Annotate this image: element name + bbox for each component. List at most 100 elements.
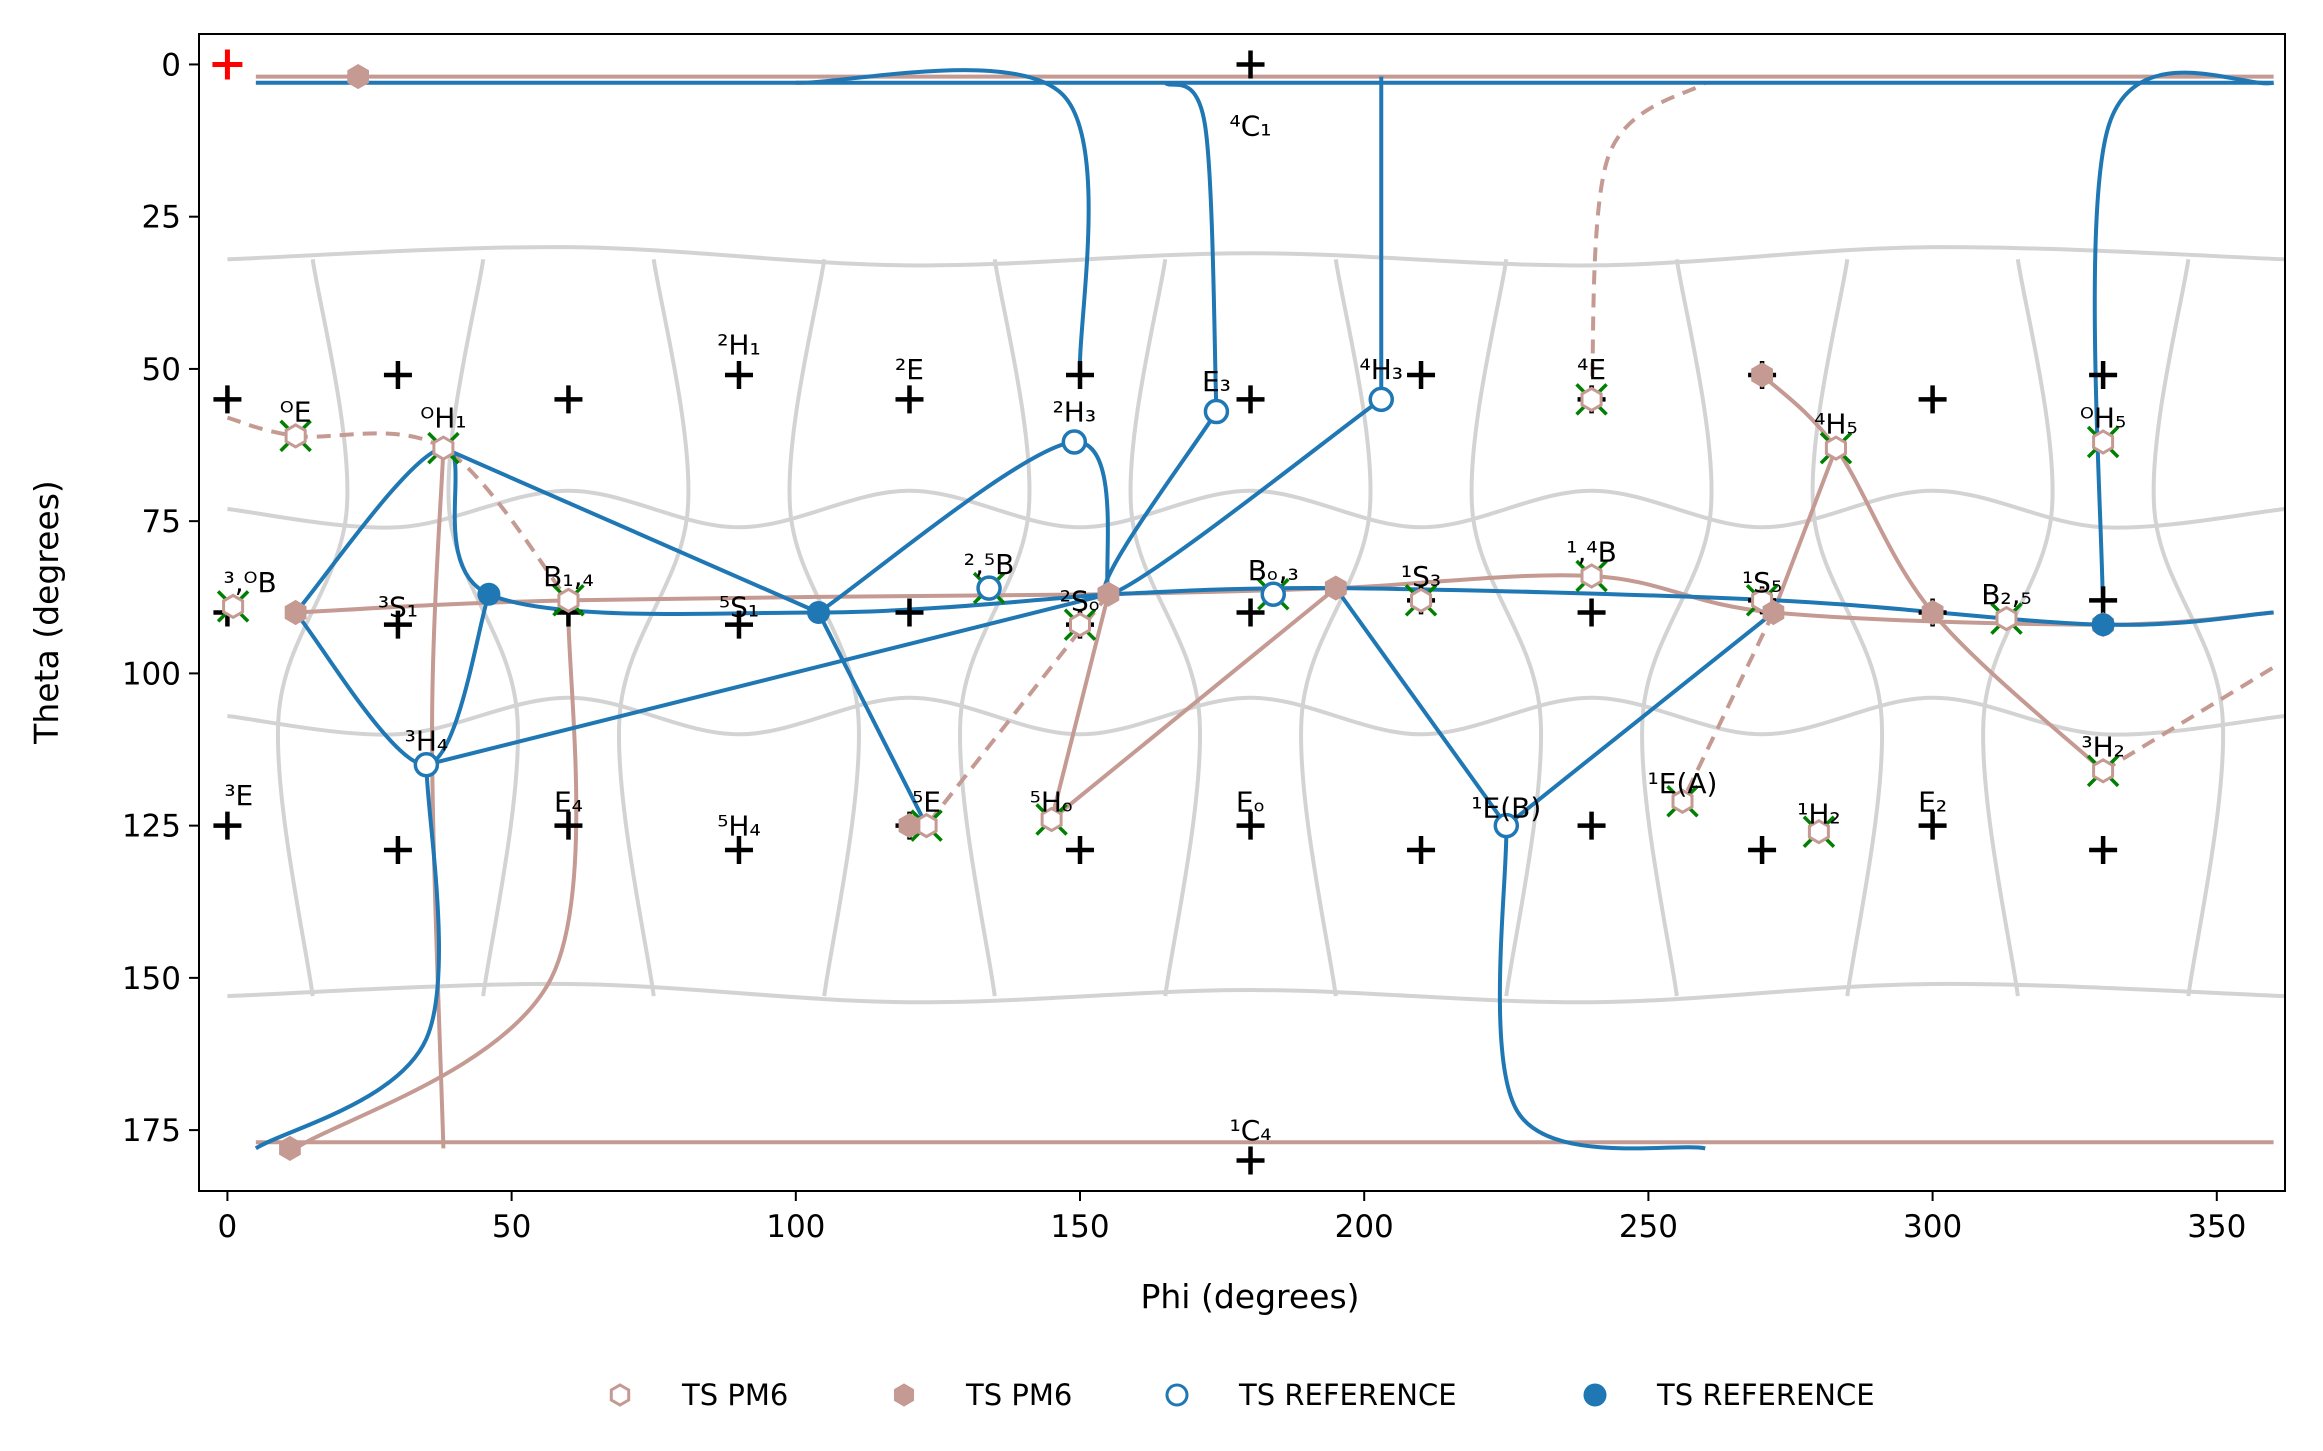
conformation-label: ³,ᴼB [224, 566, 277, 599]
x-tick-label: 200 [1335, 1209, 1394, 1245]
conformation-plus-marker [213, 811, 242, 840]
ts-pm6-open-marker [1580, 386, 1603, 413]
conformation-label: ³E [224, 779, 253, 812]
pm6-path [1050, 586, 1338, 822]
y-tick-label: 25 [142, 200, 181, 236]
conformation-label: ⁵H₄ [717, 810, 761, 843]
conformation-label: ²Sₒ [1060, 584, 1101, 617]
ts-pm6-open-marker [557, 587, 580, 614]
conformation-label: ²H₁ [717, 329, 761, 362]
conformation-plus-marker [1236, 811, 1265, 840]
conformation-label: ⁴H₅ [1814, 408, 1858, 441]
y-tick-label: 150 [122, 961, 181, 997]
conformation-plus-marker [554, 385, 583, 414]
x-axis-ticks: 0 50 100 150 200 250 300 350 [218, 1191, 2246, 1245]
ts-pm6-open-marker [1040, 806, 1063, 833]
reference-path [294, 446, 1109, 616]
ts-pm6-open-marker [1995, 605, 2018, 632]
conformation-label: ⁴E [1577, 353, 1606, 386]
pm6-path [1680, 611, 1776, 803]
conformation-plus-marker [1748, 835, 1777, 864]
ts-pm6-filled-marker [1097, 581, 1120, 607]
y-tick-label: 50 [142, 352, 181, 388]
reference-path [254, 764, 441, 1151]
legend-label: TS REFERENCE [1238, 1378, 1457, 1412]
x-tick-label: 300 [1903, 1209, 1962, 1245]
grid-boundary-line [1128, 259, 1202, 997]
grid-boundary-line [227, 981, 2285, 1005]
conformation-plus-marker [895, 598, 924, 627]
conformation-label: ²,⁵B [964, 548, 1015, 581]
reference-path [1334, 586, 1508, 827]
ts-pm6-open-marker [1580, 563, 1603, 589]
conformation-label: ᴼE [280, 396, 312, 429]
x-tick-label: 150 [1050, 1209, 1109, 1245]
x-tick-label: 50 [492, 1209, 531, 1245]
y-tick-label: 0 [161, 47, 181, 83]
ts-reference-open-marker [1368, 386, 1395, 413]
ts-reference-filled-marker [2091, 613, 2115, 637]
legend-marker [1583, 1383, 1607, 1407]
conformation-plus-marker [2089, 835, 2118, 864]
conformation-plus-marker [895, 385, 924, 414]
x-axis-label: Phi (degrees) [1140, 1277, 1359, 1316]
ts-pm6-open-marker [1807, 818, 1830, 845]
conformation-plus-marker [1236, 50, 1265, 79]
conformation-plus-marker [383, 835, 412, 864]
ts-pm6-filled-marker [898, 813, 921, 839]
conformation-label: ¹,⁴B [1566, 536, 1617, 569]
conformation-plus-marker [1236, 1146, 1265, 1175]
grid-boundary-line [1299, 259, 1373, 997]
conformation-plus-marker [383, 610, 412, 639]
conformation-label: ²H₃ [1053, 396, 1097, 429]
x-tick-label: 100 [766, 1209, 825, 1245]
start-plus-marker [212, 49, 243, 80]
ts-pm6-open-marker [1410, 587, 1433, 614]
conformation-label: E₂ [1918, 785, 1947, 818]
ts-reference-open-marker [1260, 581, 1287, 607]
reference-path [795, 68, 1091, 376]
ts-pm6-filled-marker [1921, 599, 1944, 626]
conformation-label: ⁵E [912, 785, 941, 818]
pm6-path [430, 448, 446, 1149]
ts-reference-open-marker [1061, 429, 1088, 455]
conformation-plus-marker [724, 610, 753, 639]
pm6-path [2102, 665, 2275, 773]
ts-reference-filled-marker [807, 601, 831, 624]
pm6-path [1589, 81, 1707, 400]
conformation-plus-marker [1236, 385, 1265, 414]
ts-reference-filled-marker [477, 582, 501, 606]
y-axis-ticks: 0 25 50 75 100 125 150 175 [122, 47, 199, 1149]
conformation-label: ³H₂ [2081, 730, 2125, 763]
conformation-label: B₂,₅ [1981, 578, 2032, 611]
conformation-label: ⁵Hₒ [1030, 785, 1074, 818]
legend-label: TS PM6 [681, 1378, 788, 1412]
grid-boundary-line [958, 259, 1032, 997]
ts-reference-open-marker [976, 575, 1002, 601]
grid-boundary-line [227, 695, 2285, 737]
ts-pm6-filled-marker [1751, 362, 1773, 388]
legend: TS PM6 TS PM6 TS REFERENCE TS REFERENCE [609, 1378, 1875, 1412]
y-tick-label: 175 [122, 1113, 181, 1149]
pm6-path [1771, 447, 1838, 614]
reference-path [1505, 610, 1775, 828]
conformation-label: ¹H₂ [1797, 797, 1841, 830]
conformation-plus-marker [1236, 598, 1265, 627]
ts-reference-open-marker [413, 751, 440, 778]
conformation-label: Eₒ [1236, 785, 1265, 818]
conformation-plus-marker [2089, 586, 2118, 615]
conformation-label: ⁵S₁ [719, 590, 759, 623]
ts-pm6-open-marker [1671, 788, 1694, 815]
grid-boundary-line [2151, 259, 2226, 997]
legend-marker [609, 1383, 631, 1407]
conformation-label: ¹S₃ [1401, 560, 1441, 593]
pm6-path [294, 600, 579, 1151]
conformation-label: ³S₁ [378, 590, 418, 623]
ts-pm6-filled-marker [347, 64, 369, 90]
ts-pm6-filled-marker [284, 599, 307, 626]
ts-pm6-open-marker [222, 593, 245, 620]
reference-path [1497, 825, 1706, 1151]
grid-boundary-line [617, 259, 691, 997]
conformation-plus-marker [1407, 835, 1436, 864]
conformation-plus-marker [1066, 835, 1095, 864]
